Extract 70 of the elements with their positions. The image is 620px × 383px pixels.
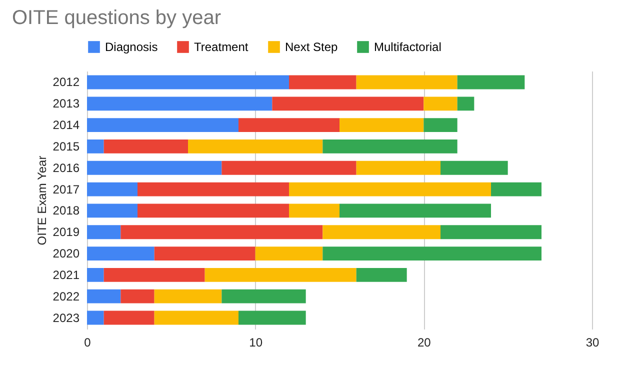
- bar: [356, 268, 407, 282]
- bar: [87, 289, 121, 304]
- bar: [87, 225, 121, 240]
- y-tick-label: 2022: [52, 289, 80, 304]
- bar: [356, 160, 440, 175]
- bar: [87, 268, 104, 282]
- bar: [104, 140, 188, 154]
- bar: [154, 289, 222, 304]
- bar: [424, 96, 458, 111]
- bar: [87, 96, 272, 111]
- legend-label: Next Step: [285, 40, 338, 54]
- bar: [289, 75, 356, 90]
- bar: [255, 246, 323, 260]
- legend-label: Multifactorial: [374, 40, 442, 54]
- bar: [238, 310, 306, 325]
- bar: [87, 246, 154, 260]
- bar: [340, 204, 491, 218]
- bar: [138, 204, 289, 218]
- bar: [87, 75, 289, 90]
- bar: [322, 140, 458, 154]
- legend-label: Diagnosis: [105, 40, 158, 54]
- bar: [457, 75, 525, 90]
- bar: [154, 310, 238, 325]
- bar: [289, 182, 491, 196]
- x-tick-label: 10: [249, 336, 263, 350]
- y-tick-label: 2019: [52, 225, 80, 240]
- bar: [120, 225, 323, 240]
- y-tick-label: 2020: [52, 246, 80, 261]
- bar: [222, 289, 306, 304]
- bar: [289, 204, 340, 218]
- bar: [322, 225, 440, 240]
- bar: [87, 204, 138, 218]
- bar: [356, 75, 458, 90]
- y-tick-label: 2021: [52, 268, 80, 282]
- y-tick-label: 2015: [52, 139, 80, 154]
- x-tick-label: 0: [84, 336, 92, 350]
- bar: [154, 246, 256, 260]
- chart-title: OITE questions by year: [12, 7, 222, 29]
- bar: [204, 268, 356, 282]
- bar: [491, 182, 542, 196]
- bar: [87, 182, 138, 196]
- y-tick-label: 2023: [52, 310, 80, 325]
- bar: [440, 160, 508, 175]
- bar: [87, 160, 222, 175]
- x-tick-label: 30: [586, 336, 600, 350]
- bar: [87, 140, 104, 154]
- bar: [188, 140, 323, 154]
- bar: [424, 118, 458, 132]
- y-axis-title: OITE Exam Year: [34, 156, 49, 246]
- bar: [457, 96, 474, 111]
- bar: [104, 268, 205, 282]
- bar: [87, 310, 104, 325]
- bar: [238, 118, 340, 132]
- y-tick-label: 2013: [52, 96, 80, 111]
- y-tick-label: 2017: [52, 182, 80, 196]
- bar: [440, 225, 542, 240]
- bar: [322, 246, 542, 260]
- bar: [87, 118, 238, 132]
- y-tick-label: 2016: [52, 160, 80, 175]
- bar: [340, 118, 424, 132]
- y-tick-label: 2012: [52, 75, 80, 90]
- x-tick-label: 20: [417, 336, 432, 350]
- y-tick-label: 2014: [52, 118, 80, 132]
- bar: [272, 96, 424, 111]
- bar: [104, 310, 154, 325]
- legend-label: Treatment: [194, 40, 249, 54]
- bar: [222, 160, 356, 175]
- bar: [138, 182, 289, 196]
- y-tick-label: 2018: [52, 204, 80, 218]
- bar: [120, 289, 154, 304]
